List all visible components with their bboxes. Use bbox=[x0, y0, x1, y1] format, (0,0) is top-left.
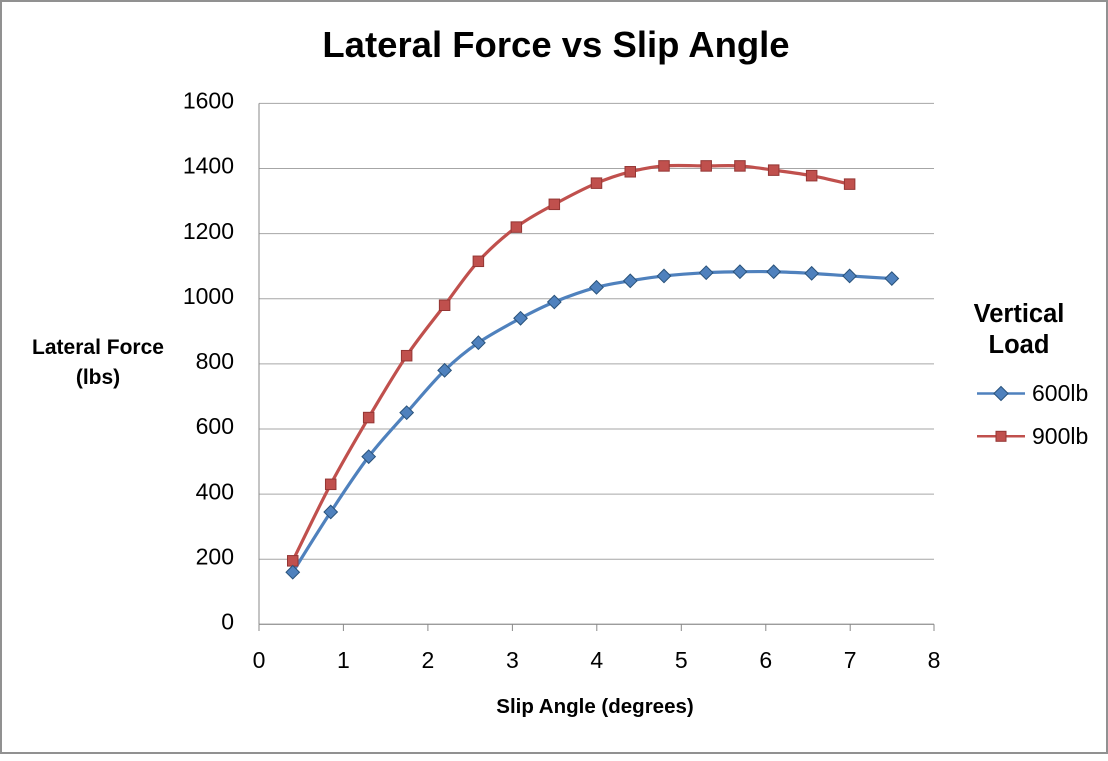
svg-text:Load: Load bbox=[989, 331, 1050, 359]
svg-text:1000: 1000 bbox=[183, 283, 234, 309]
svg-text:8: 8 bbox=[928, 647, 941, 673]
svg-text:Slip Angle (degrees): Slip Angle (degrees) bbox=[496, 695, 693, 718]
svg-text:1200: 1200 bbox=[183, 218, 234, 244]
svg-text:400: 400 bbox=[196, 478, 234, 504]
svg-text:0: 0 bbox=[221, 609, 234, 635]
svg-text:Lateral Force: Lateral Force bbox=[32, 336, 164, 359]
svg-text:1: 1 bbox=[337, 647, 350, 673]
svg-text:200: 200 bbox=[196, 543, 234, 569]
svg-text:1600: 1600 bbox=[183, 88, 234, 114]
svg-text:1400: 1400 bbox=[183, 153, 234, 179]
svg-text:0: 0 bbox=[253, 647, 266, 673]
svg-text:(lbs): (lbs) bbox=[76, 366, 120, 389]
svg-text:600lb: 600lb bbox=[1032, 380, 1088, 406]
svg-text:800: 800 bbox=[196, 348, 234, 374]
svg-text:5: 5 bbox=[675, 647, 688, 673]
svg-text:3: 3 bbox=[506, 647, 519, 673]
svg-text:7: 7 bbox=[844, 647, 857, 673]
svg-text:Lateral Force vs Slip Angle: Lateral Force vs Slip Angle bbox=[322, 24, 789, 65]
svg-text:900lb: 900lb bbox=[1032, 423, 1088, 449]
svg-text:4: 4 bbox=[590, 647, 603, 673]
svg-text:600: 600 bbox=[196, 413, 234, 439]
svg-text:6: 6 bbox=[759, 647, 772, 673]
svg-text:Vertical: Vertical bbox=[974, 300, 1065, 328]
svg-text:2: 2 bbox=[422, 647, 435, 673]
